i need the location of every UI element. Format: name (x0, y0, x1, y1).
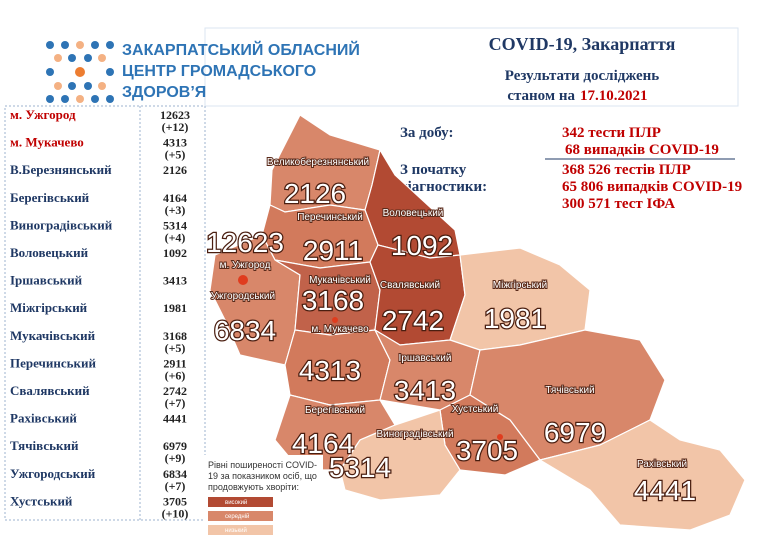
legend-item: середній (225, 513, 249, 520)
district-name: Ужгородський (10, 466, 96, 481)
district-delta: (+6) (165, 368, 186, 382)
district-delta: (+4) (165, 230, 186, 244)
district-name: Мукачівський (10, 328, 96, 343)
region-label: Великоберезнянський (267, 156, 369, 168)
district-name: Рахівський (10, 411, 77, 426)
district-name: Воловецький (10, 245, 89, 260)
region-label: Мукачівський (309, 275, 371, 286)
district-total: 3168 (163, 329, 187, 343)
district-name: Хустський (10, 493, 73, 508)
region-value: 1981 (484, 303, 546, 334)
district-name: Іршавський (10, 273, 83, 288)
region-label: Хустський (452, 404, 499, 415)
district-delta: (+10) (162, 506, 189, 520)
district-total: 12623 (160, 108, 190, 122)
district-name: м. Ужгород (10, 107, 76, 122)
title: COVID-19, Закарпаття (489, 34, 676, 54)
region-value: 3705 (456, 435, 518, 466)
region-value: 2911 (303, 235, 363, 266)
daily-stat: 68 випадків COVID-19 (565, 142, 719, 158)
map (209, 114, 746, 531)
district-total: 6979 (163, 439, 187, 453)
legend: Рівні поширеності COVID- 19 за показнико… (203, 455, 323, 537)
region-label: Тячівський (545, 385, 594, 396)
district-total: 6834 (163, 467, 187, 481)
date-prefix: станом на (507, 88, 575, 104)
region-label: Міжгірський (493, 280, 547, 291)
region-label: Іршавський (399, 353, 452, 364)
district-total: 3413 (163, 274, 187, 288)
total-stat: 65 806 випадків COVID-19 (562, 179, 742, 195)
district-total: 1092 (163, 246, 187, 260)
region-value: 5314 (329, 452, 391, 483)
legend-item: високий (225, 499, 247, 506)
total-label: діагностики: (400, 179, 487, 195)
district-total: 2911 (163, 356, 186, 370)
district-total: 2742 (163, 384, 187, 398)
district-total: 1981 (163, 301, 187, 315)
region-value: 3413 (394, 375, 456, 406)
region-labels: 2126 Великоберезнянський 2911 Перечинський 1… (205, 155, 698, 507)
district-name: Перечинський (10, 355, 96, 370)
district-name: Берегівський (10, 190, 90, 205)
district-total: 2126 (163, 163, 187, 177)
district-delta: (+5) (165, 148, 186, 162)
region-value: 3168 (302, 285, 364, 316)
district-delta: (+3) (165, 203, 186, 217)
legend-item: низький (225, 527, 247, 534)
district-total: 3705 (163, 494, 187, 508)
district-delta: (+12) (162, 120, 189, 134)
region-value: 2126 (284, 178, 346, 209)
region-label: Ужгородський (211, 291, 275, 302)
district-total: 4441 (163, 412, 187, 426)
legend-title: 19 за показником осіб, що (208, 471, 317, 481)
legend-title: продовжують хворіти: (208, 482, 299, 492)
region-label: м. Мукачево (311, 324, 369, 335)
daily-label: За добу: (400, 125, 453, 141)
district-name: Виноградівський (10, 217, 113, 232)
date: 17.10.2021 (580, 88, 648, 104)
district-table: м. Ужгород 12623(+12)м. Мукачево 4313(+5)В… (4, 105, 206, 521)
region-label: м. Ужгород (220, 260, 271, 271)
logo (46, 41, 114, 103)
region-value: 4164 (292, 428, 354, 459)
org-name: ЦЕНТР ГРОМАДСЬКОГО (122, 63, 316, 80)
district-delta: (+5) (165, 341, 186, 355)
district-total: 4313 (163, 136, 187, 150)
total-stat: 368 526 тестів ПЛР (562, 162, 691, 178)
total-label: З початку (400, 162, 467, 178)
region-value: 2742 (382, 305, 444, 336)
region-label: Виноградівський (376, 429, 453, 440)
org-name: ЗДОРОВ’Я (122, 84, 206, 101)
header-frame (204, 27, 739, 107)
region-label: Рахівський (637, 459, 687, 470)
total-stat: 300 571 тест ІФА (562, 196, 675, 212)
region-value: 6834 (214, 315, 276, 346)
subtitle: Результати досліджень (505, 68, 660, 84)
region-label: Свалявський (380, 280, 440, 291)
district-name: Свалявський (10, 383, 90, 398)
district-delta: (+7) (165, 479, 186, 493)
district-name: В.Березнянський (10, 162, 112, 177)
region-value: 6979 (544, 417, 606, 448)
district-name: Міжгірський (10, 300, 88, 315)
region-label: Перечинський (297, 212, 363, 223)
district-delta: (+9) (165, 451, 186, 465)
region-value: 12623 (206, 227, 284, 258)
legend-title: Рівні поширеності COVID- (208, 460, 317, 470)
district-name: м. Мукачево (10, 135, 84, 150)
org-name: ЗАКАРПАТСЬКИЙ ОБЛАСНИЙ (122, 40, 360, 59)
region-label: Воловецький (383, 208, 444, 219)
region-value: 4441 (634, 475, 696, 506)
district-total: 5314 (163, 218, 187, 232)
region-value: 4313 (299, 355, 361, 386)
district-delta: (+7) (165, 396, 186, 410)
district-name: Тячівський (10, 438, 79, 453)
district-total: 4164 (163, 191, 187, 205)
daily-stat: 342 тести ПЛР (562, 125, 661, 141)
region-label: Берегівський (305, 405, 365, 416)
region-value: 1092 (391, 230, 453, 261)
